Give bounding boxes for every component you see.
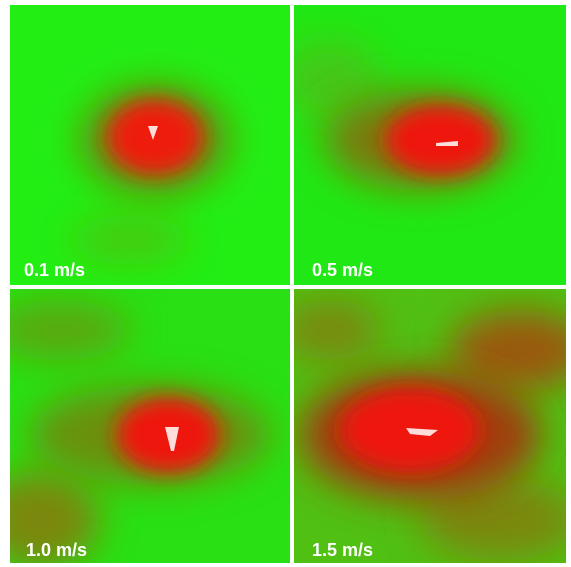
panel-label: 1.5 m/s xyxy=(312,540,373,560)
heatmap-panel: 0.5 m/s xyxy=(294,5,566,285)
heatmap-panel: 1.5 m/s xyxy=(294,289,566,563)
heatmap-panel: 0.1 m/s xyxy=(10,5,290,285)
heatmap-panel: 1.0 m/s xyxy=(10,289,290,563)
panel-label: 0.5 m/s xyxy=(312,260,373,280)
panel-label: 1.0 m/s xyxy=(26,540,87,560)
panel-label: 0.1 m/s xyxy=(24,260,85,280)
